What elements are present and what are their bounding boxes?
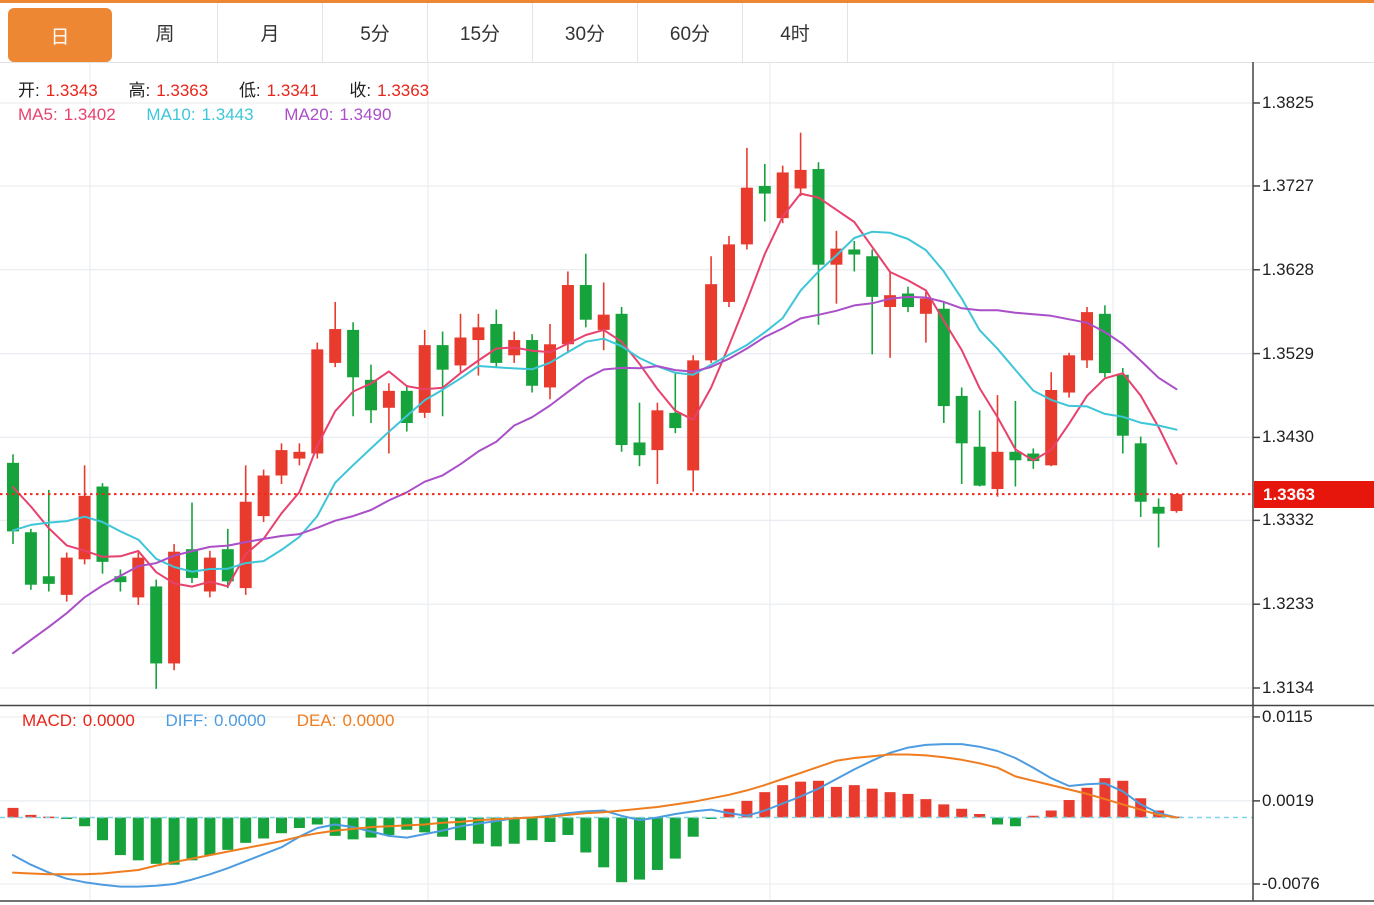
open-label: 开:	[18, 81, 40, 100]
price-tick-1.3430: 1.3430	[1262, 427, 1314, 447]
macd-tick--0.0076: -0.0076	[1262, 873, 1320, 893]
dea-value: 0.0000	[342, 711, 395, 730]
price-tick-1.3727: 1.3727	[1262, 175, 1314, 195]
tab-60分[interactable]: 60分	[638, 3, 743, 62]
ma5-label: MA5:	[18, 105, 58, 124]
diff-label: DIFF:	[165, 711, 209, 730]
tab-15分[interactable]: 15分	[428, 3, 533, 62]
macd-tick-0.0115: 0.0115	[1262, 706, 1313, 726]
ma5-value: 1.3402	[63, 105, 116, 124]
macd-value: 0.0000	[82, 711, 135, 730]
tab-active-pill: 日	[8, 8, 112, 62]
current-price-value: 1.3363	[1263, 484, 1315, 504]
ma20-label: MA20:	[284, 105, 334, 124]
tab-5分[interactable]: 5分	[323, 3, 428, 62]
high-value: 1.3363	[156, 81, 209, 100]
price-tick-1.3628: 1.3628	[1262, 259, 1314, 279]
tab-30分[interactable]: 30分	[533, 3, 638, 62]
tab-月[interactable]: 月	[218, 3, 323, 62]
macd-legend: MACD: 0.0000 DIFF: 0.0000 DEA: 0.0000	[22, 711, 400, 731]
tab-日[interactable]: 日	[8, 3, 113, 62]
tab-周[interactable]: 周	[113, 3, 218, 62]
low-label: 低:	[238, 81, 261, 100]
tabbar-divider	[0, 62, 1374, 63]
ma10-value: 1.3443	[201, 105, 254, 124]
tab-4时[interactable]: 4时	[743, 3, 848, 62]
current-price-tag: 1.3363	[1254, 480, 1374, 508]
price-tick-1.3825: 1.3825	[1262, 93, 1314, 112]
price-tick-1.3332: 1.3332	[1262, 510, 1314, 530]
ma-legend: MA5: 1.3402 MA10: 1.3443 MA20: 1.3490	[18, 105, 397, 125]
close-value: 1.3363	[377, 81, 430, 100]
price-tick-1.3233: 1.3233	[1262, 594, 1314, 614]
ma10-label: MA10:	[146, 105, 196, 124]
low-value: 1.3341	[266, 81, 319, 100]
close-label: 收:	[349, 81, 372, 100]
macd-tick-0.0019: 0.0019	[1262, 790, 1314, 810]
ohlc-legend: 开: 1.3343 高: 1.3363 低: 1.3341 收: 1.3363	[18, 76, 435, 101]
high-label: 高:	[128, 81, 151, 100]
price-tick-1.3134: 1.3134	[1262, 678, 1314, 697]
diff-value: 0.0000	[214, 711, 267, 730]
top-accent-bar	[0, 0, 1374, 3]
price-tick-1.3529: 1.3529	[1262, 343, 1314, 363]
dea-label: DEA:	[296, 711, 337, 730]
interval-tabbar: 日周月 5分 15分 30分 60分 4时	[0, 3, 1374, 62]
open-value: 1.3343	[45, 81, 98, 100]
macd-label: MACD:	[22, 711, 77, 730]
ma20-value: 1.3490	[339, 105, 392, 124]
